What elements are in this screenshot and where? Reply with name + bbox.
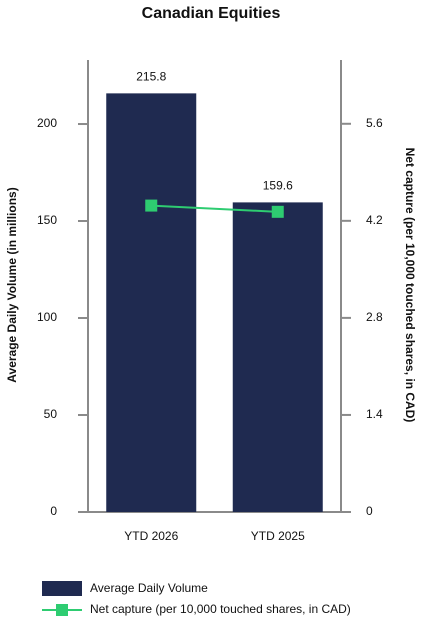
y-axis-title: Average Daily Volume (in millions) — [5, 187, 19, 382]
y2-tick-label: 4.2 — [366, 213, 383, 227]
y2-tick-label: 2.8 — [366, 310, 383, 324]
y2-tick-label: 5.6 — [366, 116, 383, 130]
x-tick-label: YTD 2025 — [251, 529, 305, 543]
chart-title: Canadian Equities — [142, 5, 281, 22]
y-tick-label: 150 — [37, 213, 57, 227]
bar-value-label: 215.8 — [136, 70, 166, 84]
bar-value-label: 159.6 — [263, 179, 293, 193]
bar — [232, 202, 323, 512]
y2-tick-label: 1.4 — [366, 407, 383, 421]
y2-axis-title: Net capture (per 10,000 touched shares, … — [403, 148, 417, 423]
x-tick-label: YTD 2026 — [124, 529, 178, 543]
legend-swatch — [56, 604, 68, 616]
legend-swatch — [42, 581, 82, 596]
bar — [106, 93, 197, 513]
legend-label: Average Daily Volume — [90, 581, 208, 595]
y-tick-label: 200 — [37, 116, 57, 130]
y2-tick-label: 0 — [366, 504, 373, 518]
y-tick-label: 50 — [44, 407, 58, 421]
legend-label: Net capture (per 10,000 touched shares, … — [90, 602, 351, 616]
y-tick-label: 0 — [50, 504, 57, 518]
y-tick-label: 100 — [37, 310, 57, 324]
line-marker — [271, 205, 284, 218]
line — [151, 204, 278, 213]
line-marker — [145, 199, 158, 212]
